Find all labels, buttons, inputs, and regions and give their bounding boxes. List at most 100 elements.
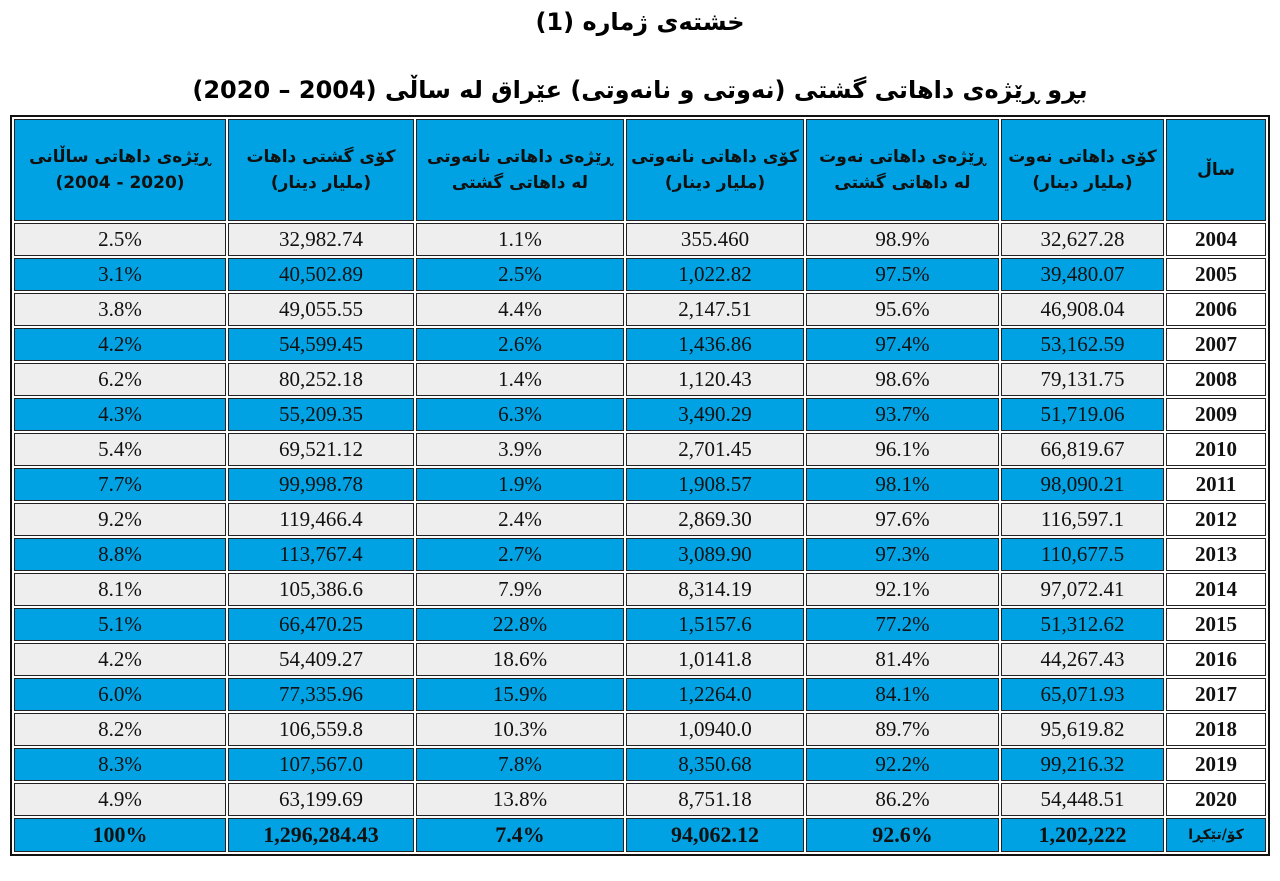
cell-year: 2018 xyxy=(1166,713,1266,746)
cell-annual-share: 3.1% xyxy=(14,258,226,291)
cell-oil-revenue: 44,267.43 xyxy=(1001,643,1164,676)
total-oil-revenue: 1,202,222 xyxy=(1001,818,1164,852)
cell-total-revenue: 55,209.35 xyxy=(228,398,414,431)
cell-year: 2020 xyxy=(1166,783,1266,816)
cell-oil-share: 86.2% xyxy=(806,783,999,816)
cell-oil-revenue: 97,072.41 xyxy=(1001,573,1164,606)
cell-total-revenue: 99,998.78 xyxy=(228,468,414,501)
cell-total-revenue: 77,335.96 xyxy=(228,678,414,711)
header-line: ساڵ xyxy=(1197,160,1235,180)
cell-year: 2011 xyxy=(1166,468,1266,501)
table-row: 2010 66,819.67 96.1% 2,701.45 3.9% 69,521.12 5… xyxy=(14,433,1266,466)
cell-oil-share: 97.6% xyxy=(806,503,999,536)
cell-oil-revenue: 116,597.1 xyxy=(1001,503,1164,536)
cell-total-revenue: 49,055.55 xyxy=(228,293,414,326)
cell-oil-share: 98.1% xyxy=(806,468,999,501)
cell-annual-share: 6.2% xyxy=(14,363,226,396)
cell-total-revenue: 32,982.74 xyxy=(228,223,414,256)
cell-nonoil-share: 7.8% xyxy=(416,748,624,781)
cell-year: 2004 xyxy=(1166,223,1266,256)
cell-oil-revenue: 54,448.51 xyxy=(1001,783,1164,816)
cell-year: 2008 xyxy=(1166,363,1266,396)
cell-nonoil-revenue: 1,022.82 xyxy=(626,258,804,291)
cell-year: 2007 xyxy=(1166,328,1266,361)
cell-oil-revenue: 51,719.06 xyxy=(1001,398,1164,431)
cell-oil-share: 98.9% xyxy=(806,223,999,256)
header-line: (ملیار دینار) xyxy=(270,173,372,193)
header-line: لە داهاتی گشتی xyxy=(834,173,971,193)
cell-oil-share: 97.4% xyxy=(806,328,999,361)
cell-nonoil-share: 4.4% xyxy=(416,293,624,326)
table-subtitle: بڕو ڕێژەی داهاتی گشتی (نەوتی و نانەوتی) … xyxy=(192,76,1088,104)
cell-oil-revenue: 99,216.32 xyxy=(1001,748,1164,781)
cell-nonoil-share: 1.9% xyxy=(416,468,624,501)
table-row: 2013 110,677.5 97.3% 3,089.90 2.7% 113,767.4 8… xyxy=(14,538,1266,571)
cell-nonoil-revenue: 8,314.19 xyxy=(626,573,804,606)
cell-oil-share: 92.2% xyxy=(806,748,999,781)
cell-oil-share: 93.7% xyxy=(806,398,999,431)
cell-oil-share: 77.2% xyxy=(806,608,999,641)
cell-year: 2006 xyxy=(1166,293,1266,326)
cell-oil-share: 92.1% xyxy=(806,573,999,606)
cell-nonoil-revenue: 2,147.51 xyxy=(626,293,804,326)
cell-oil-share: 81.4% xyxy=(806,643,999,676)
header-line: (ملیار دینار) xyxy=(1032,173,1133,193)
cell-annual-share: 8.8% xyxy=(14,538,226,571)
cell-nonoil-revenue: 1,5157.6 xyxy=(626,608,804,641)
table-row: 2020 54,448.51 86.2% 8,751.18 13.8% 63,199.69… xyxy=(14,783,1266,816)
cell-annual-share: 8.1% xyxy=(14,573,226,606)
cell-nonoil-revenue: 355.460 xyxy=(626,223,804,256)
header-line: کۆی گشتی داهات xyxy=(246,147,396,167)
cell-year: 2014 xyxy=(1166,573,1266,606)
total-total-revenue: 1,296,284.43 xyxy=(228,818,414,852)
table-row: 2018 95,619.82 89.7% 1,0940.0 10.3% 106,559.8… xyxy=(14,713,1266,746)
table-row: 2012 116,597.1 97.6% 2,869.30 2.4% 119,466.4 9… xyxy=(14,503,1266,536)
revenue-table: ساڵ کۆی داهاتی نەوت (ملیار دینار) ڕێژەی داه… xyxy=(10,115,1270,856)
cell-nonoil-revenue: 1,436.86 xyxy=(626,328,804,361)
cell-nonoil-share: 2.7% xyxy=(416,538,624,571)
cell-annual-share: 5.4% xyxy=(14,433,226,466)
cell-total-revenue: 113,767.4 xyxy=(228,538,414,571)
header-nonoil-share: ڕێژەی داهاتی نانەوتی لە داهاتی گشتی xyxy=(416,119,624,221)
total-nonoil-revenue: 94,062.12 xyxy=(626,818,804,852)
cell-annual-share: 7.7% xyxy=(14,468,226,501)
total-nonoil-share: 7.4% xyxy=(416,818,624,852)
cell-annual-share: 4.3% xyxy=(14,398,226,431)
cell-oil-revenue: 53,162.59 xyxy=(1001,328,1164,361)
cell-nonoil-share: 1.4% xyxy=(416,363,624,396)
cell-total-revenue: 40,502.89 xyxy=(228,258,414,291)
header-line: کۆی داهاتی نەوت xyxy=(1008,147,1157,167)
table-row: 2004 32,627.28 98.9% 355.460 1.1% 32,982.74 2.… xyxy=(14,223,1266,256)
cell-oil-share: 95.6% xyxy=(806,293,999,326)
cell-annual-share: 4.9% xyxy=(14,783,226,816)
cell-oil-share: 97.5% xyxy=(806,258,999,291)
cell-nonoil-share: 3.9% xyxy=(416,433,624,466)
cell-total-revenue: 105,386.6 xyxy=(228,573,414,606)
table-row: 2006 46,908.04 95.6% 2,147.51 4.4% 49,055.55 3… xyxy=(14,293,1266,326)
table-row: 2009 51,719.06 93.7% 3,490.29 6.3% 55,209.35 4… xyxy=(14,398,1266,431)
cell-annual-share: 3.8% xyxy=(14,293,226,326)
cell-total-revenue: 106,559.8 xyxy=(228,713,414,746)
cell-oil-revenue: 32,627.28 xyxy=(1001,223,1164,256)
total-annual-share: 100% xyxy=(14,818,226,852)
cell-nonoil-share: 13.8% xyxy=(416,783,624,816)
header-line: کۆی داهاتی نانەوتی xyxy=(631,147,799,167)
cell-nonoil-share: 2.4% xyxy=(416,503,624,536)
cell-year: 2016 xyxy=(1166,643,1266,676)
cell-nonoil-revenue: 1,120.43 xyxy=(626,363,804,396)
cell-year: 2009 xyxy=(1166,398,1266,431)
cell-year: 2019 xyxy=(1166,748,1266,781)
cell-annual-share: 2.5% xyxy=(14,223,226,256)
cell-nonoil-share: 22.8% xyxy=(416,608,624,641)
cell-total-revenue: 66,470.25 xyxy=(228,608,414,641)
table-row: 2015 51,312.62 77.2% 1,5157.6 22.8% 66,470.25… xyxy=(14,608,1266,641)
cell-nonoil-revenue: 1,2264.0 xyxy=(626,678,804,711)
cell-total-revenue: 107,567.0 xyxy=(228,748,414,781)
cell-annual-share: 4.2% xyxy=(14,328,226,361)
cell-annual-share: 8.3% xyxy=(14,748,226,781)
cell-oil-share: 96.1% xyxy=(806,433,999,466)
cell-nonoil-share: 18.6% xyxy=(416,643,624,676)
cell-year: 2015 xyxy=(1166,608,1266,641)
cell-oil-revenue: 79,131.75 xyxy=(1001,363,1164,396)
header-year: ساڵ xyxy=(1166,119,1266,221)
